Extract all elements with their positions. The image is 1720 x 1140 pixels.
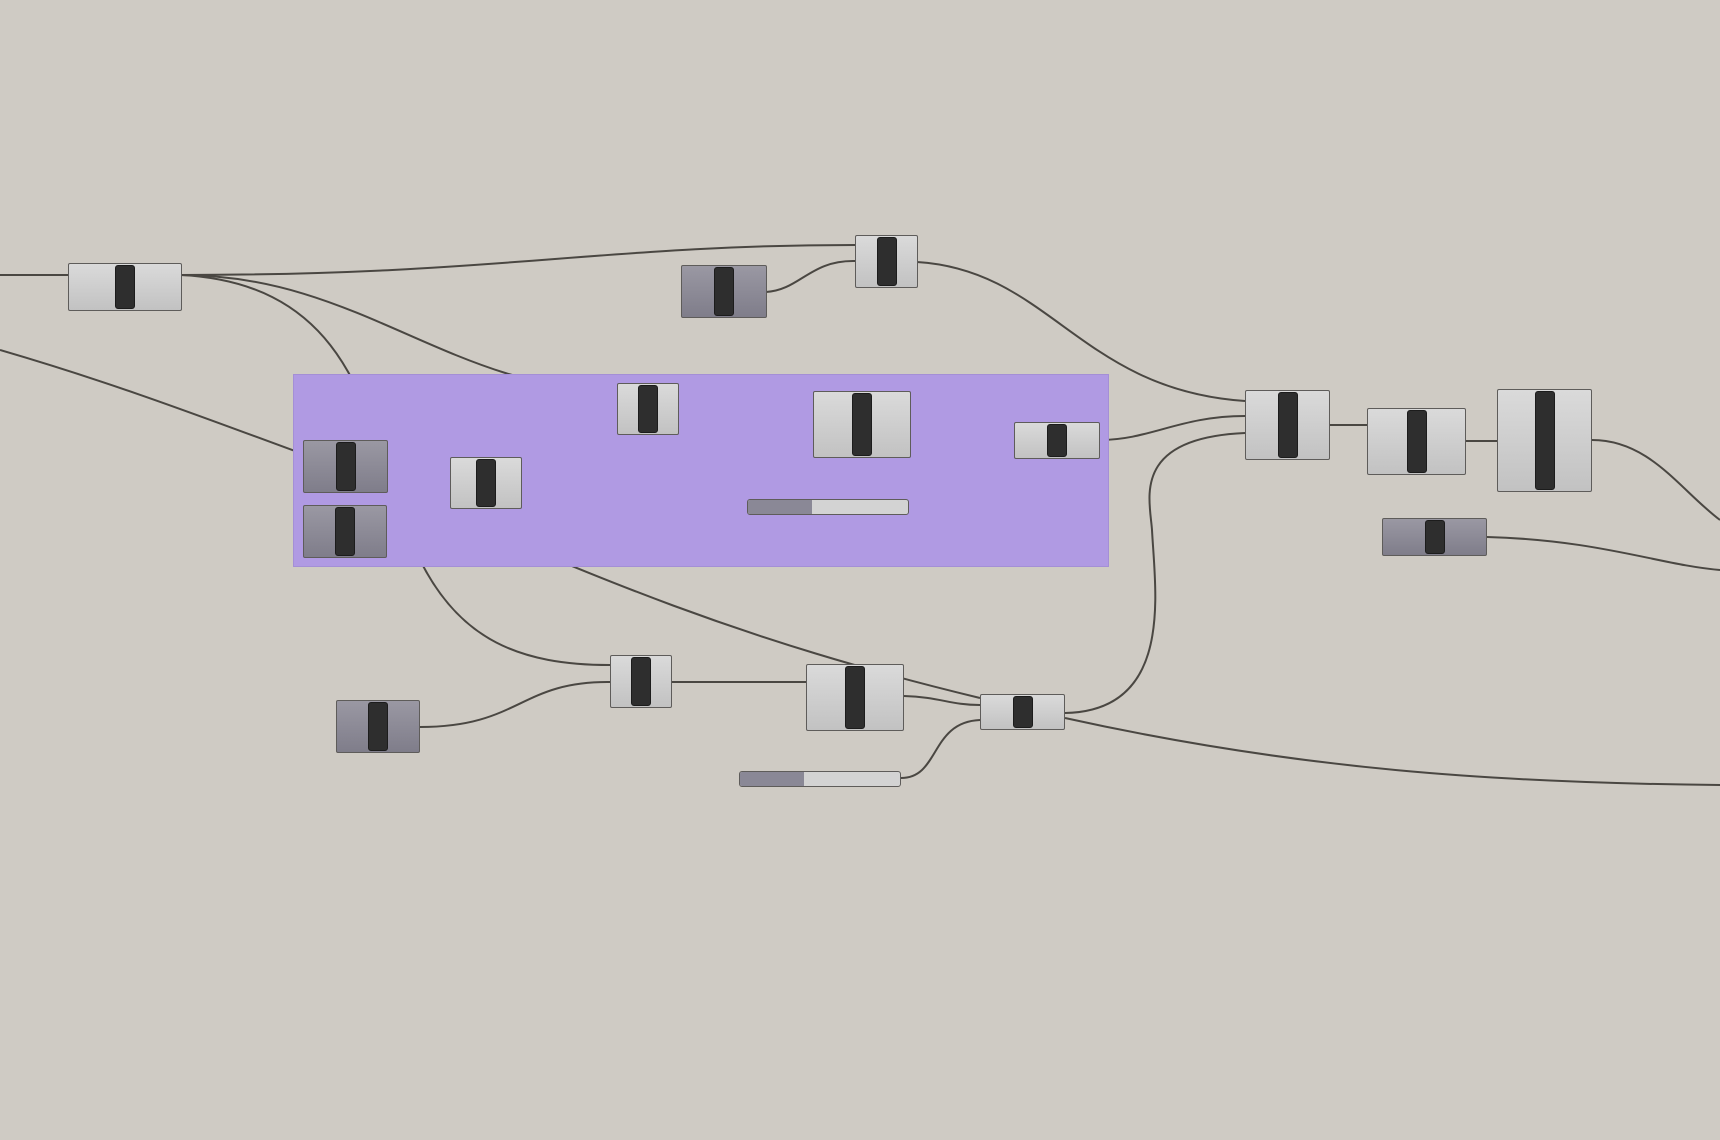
component-node-6[interactable] [450,457,522,509]
component-body [852,393,872,456]
wire [765,259,856,293]
component-node-16[interactable] [806,664,904,731]
component-node-1[interactable] [68,263,182,311]
purple-group[interactable] [293,374,1109,567]
component-body [1534,391,1555,490]
wire [1099,415,1246,441]
component-body [631,657,651,706]
component-body [845,666,865,729]
component-node-17[interactable] [980,694,1065,730]
wire [0,349,304,455]
wire [419,680,611,728]
component-body [476,459,496,507]
component-body [1406,410,1427,473]
component-node-11[interactable] [1367,408,1466,475]
component-body [335,507,355,556]
component-node-12[interactable] [1497,389,1592,492]
wire [1591,439,1720,521]
number-slider-1[interactable] [747,499,909,515]
wire [1064,432,1246,714]
component-body [335,442,356,491]
component-node-14[interactable] [336,700,420,753]
wire [903,695,981,706]
component-node-9[interactable] [1014,422,1100,459]
wire [900,719,981,779]
component-body [1277,392,1298,458]
component-node-15[interactable] [610,655,672,708]
wire [916,261,1246,402]
slider-fill [748,500,812,514]
component-node-2[interactable] [681,265,767,318]
component-body [876,237,897,286]
component-node-13[interactable] [1382,518,1487,556]
component-body [368,702,388,751]
wire [1486,536,1720,571]
component-node-3[interactable] [855,235,918,288]
component-node-7[interactable] [617,383,679,435]
component-node-5[interactable] [303,505,387,558]
component-body [714,267,734,316]
component-body [638,385,658,433]
component-node-4[interactable] [303,440,388,493]
component-body [115,265,135,309]
component-node-8[interactable] [813,391,911,458]
wire [1064,717,1720,786]
component-node-10[interactable] [1245,390,1330,460]
component-body [1047,424,1067,457]
slider-fill [740,772,804,786]
number-slider-2[interactable] [739,771,901,787]
component-body [1012,696,1033,728]
wire [180,244,856,276]
component-body [1424,520,1445,554]
